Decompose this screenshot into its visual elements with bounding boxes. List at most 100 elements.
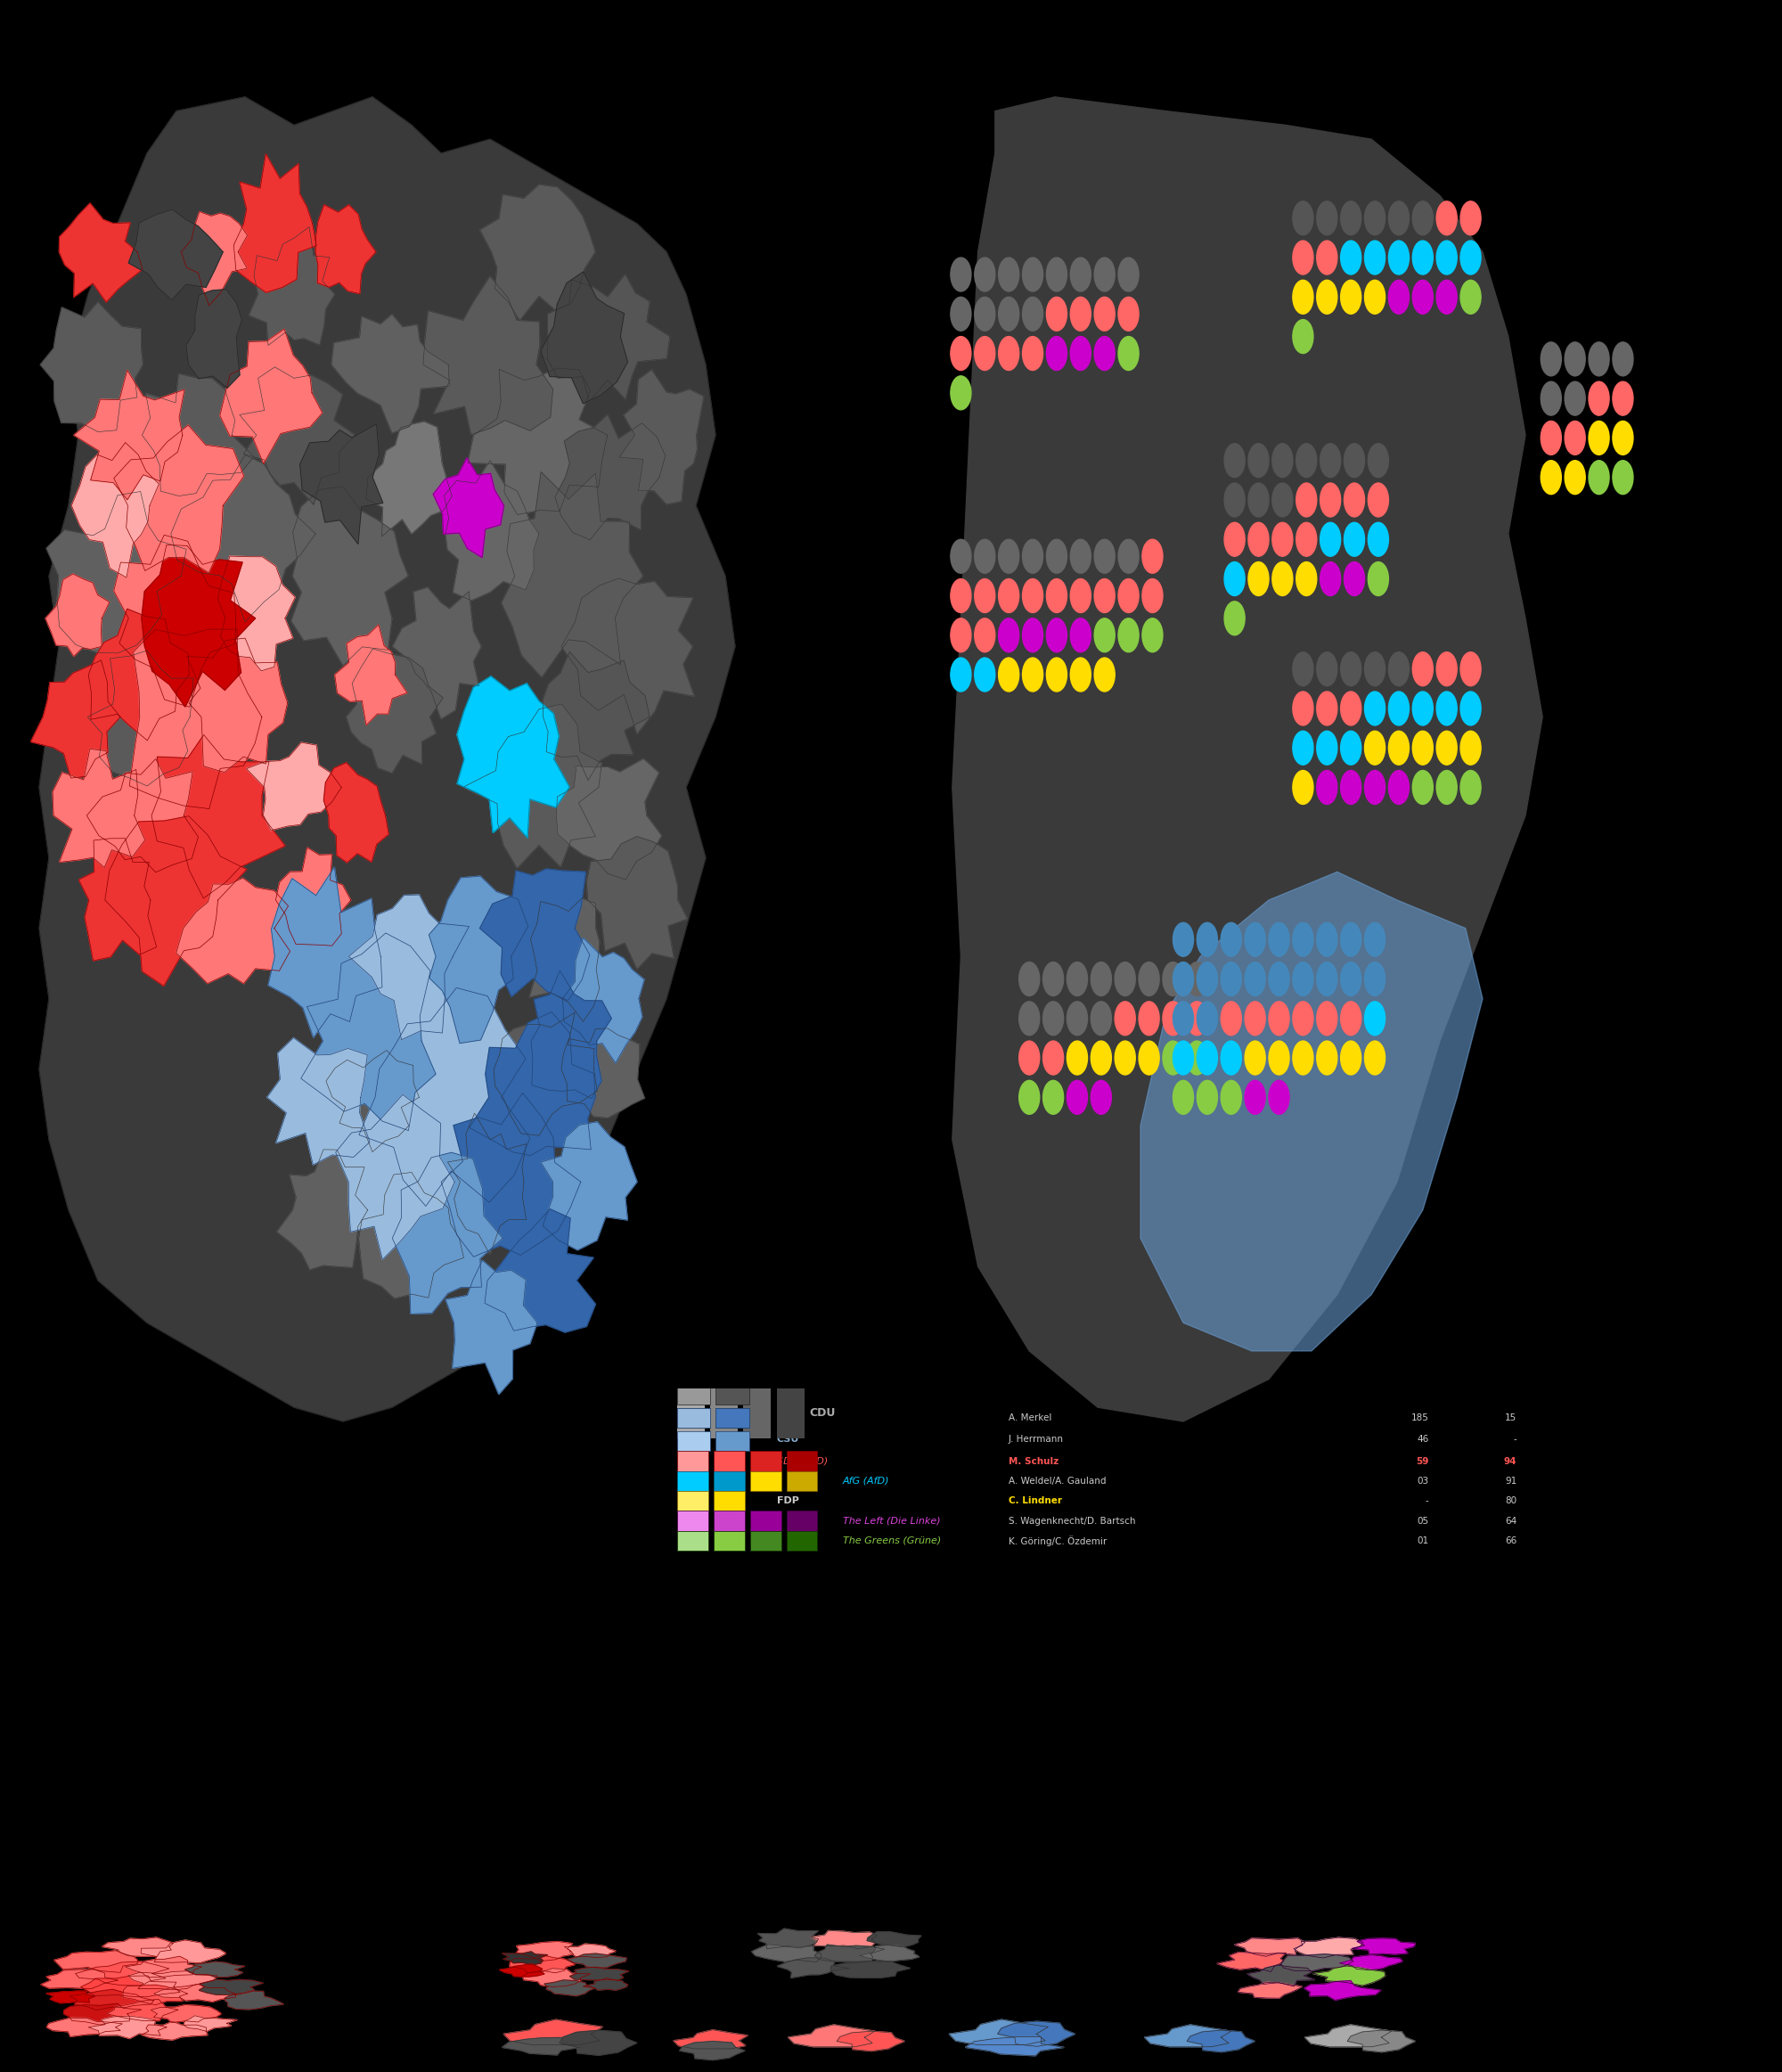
Circle shape — [1187, 961, 1206, 997]
Circle shape — [1320, 483, 1340, 516]
Circle shape — [1023, 257, 1042, 292]
Circle shape — [1365, 280, 1385, 315]
Polygon shape — [586, 837, 688, 970]
Circle shape — [1340, 922, 1361, 957]
Polygon shape — [89, 609, 189, 740]
Circle shape — [1221, 922, 1242, 957]
Polygon shape — [494, 1013, 597, 1135]
Polygon shape — [479, 868, 590, 1001]
Bar — [750, 1450, 781, 1471]
Circle shape — [1067, 1001, 1087, 1036]
Circle shape — [1091, 1001, 1112, 1036]
Circle shape — [1067, 1080, 1087, 1115]
Circle shape — [1272, 483, 1292, 516]
Circle shape — [1023, 657, 1042, 692]
Circle shape — [1269, 1080, 1290, 1115]
Polygon shape — [176, 879, 290, 984]
Circle shape — [1369, 562, 1388, 597]
Circle shape — [1541, 460, 1561, 495]
Polygon shape — [1304, 2024, 1392, 2047]
Polygon shape — [504, 2020, 602, 2045]
FancyBboxPatch shape — [777, 1388, 804, 1438]
Bar — [716, 1409, 748, 1428]
Polygon shape — [517, 1941, 574, 1960]
Circle shape — [1340, 1001, 1361, 1036]
Polygon shape — [544, 653, 650, 781]
Circle shape — [1292, 1040, 1313, 1075]
Bar — [786, 1510, 818, 1531]
Polygon shape — [469, 369, 608, 514]
Bar — [713, 1492, 745, 1510]
Circle shape — [1365, 201, 1385, 234]
Bar — [713, 1471, 745, 1492]
Polygon shape — [998, 2022, 1075, 2047]
Circle shape — [1067, 1040, 1087, 1075]
Circle shape — [998, 657, 1019, 692]
Circle shape — [950, 617, 971, 653]
Circle shape — [1541, 342, 1561, 375]
Text: 03: 03 — [1417, 1477, 1429, 1486]
Polygon shape — [529, 899, 599, 1021]
Circle shape — [950, 578, 971, 613]
Polygon shape — [105, 816, 246, 986]
Circle shape — [1317, 922, 1336, 957]
Text: 91: 91 — [1506, 1477, 1516, 1486]
Polygon shape — [246, 742, 342, 831]
Circle shape — [1413, 653, 1433, 686]
Circle shape — [1436, 692, 1458, 725]
Circle shape — [1019, 1001, 1039, 1036]
Polygon shape — [324, 762, 388, 862]
Circle shape — [1292, 731, 1313, 765]
Circle shape — [1116, 1040, 1135, 1075]
Circle shape — [1292, 922, 1313, 957]
Polygon shape — [30, 661, 119, 779]
Bar — [713, 1510, 745, 1531]
Circle shape — [1019, 1080, 1039, 1115]
Circle shape — [1388, 692, 1410, 725]
Polygon shape — [838, 2031, 905, 2051]
Polygon shape — [182, 211, 248, 305]
Circle shape — [1317, 240, 1336, 274]
Circle shape — [1067, 961, 1087, 997]
Circle shape — [1071, 539, 1091, 574]
Circle shape — [1221, 1080, 1242, 1115]
Circle shape — [1590, 421, 1609, 456]
Circle shape — [1296, 562, 1317, 597]
Polygon shape — [358, 988, 529, 1206]
Polygon shape — [422, 276, 552, 435]
Circle shape — [950, 539, 971, 574]
Polygon shape — [777, 1958, 848, 1979]
Polygon shape — [1294, 1937, 1363, 1958]
Polygon shape — [301, 932, 437, 1131]
Circle shape — [1116, 961, 1135, 997]
Polygon shape — [123, 1985, 187, 2006]
Bar — [677, 1384, 711, 1405]
Bar — [677, 1531, 707, 1550]
Circle shape — [1198, 961, 1217, 997]
Polygon shape — [335, 626, 408, 725]
Circle shape — [1340, 240, 1361, 274]
Circle shape — [1344, 483, 1365, 516]
Circle shape — [1436, 201, 1458, 234]
Text: 05: 05 — [1417, 1517, 1429, 1525]
Circle shape — [1613, 342, 1632, 375]
Circle shape — [1246, 1080, 1265, 1115]
Circle shape — [1369, 443, 1388, 477]
Circle shape — [1317, 1001, 1336, 1036]
Bar — [677, 1450, 707, 1471]
Circle shape — [1388, 731, 1410, 765]
Circle shape — [1023, 617, 1042, 653]
Polygon shape — [547, 274, 670, 402]
Polygon shape — [565, 1944, 617, 1958]
Polygon shape — [71, 443, 159, 578]
Circle shape — [1320, 443, 1340, 477]
Circle shape — [950, 657, 971, 692]
Circle shape — [1094, 257, 1116, 292]
FancyBboxPatch shape — [711, 1388, 738, 1438]
Circle shape — [1198, 1080, 1217, 1115]
Circle shape — [1613, 421, 1632, 456]
Circle shape — [1590, 381, 1609, 414]
Circle shape — [1296, 443, 1317, 477]
Polygon shape — [80, 1977, 180, 1997]
Circle shape — [1071, 336, 1091, 371]
